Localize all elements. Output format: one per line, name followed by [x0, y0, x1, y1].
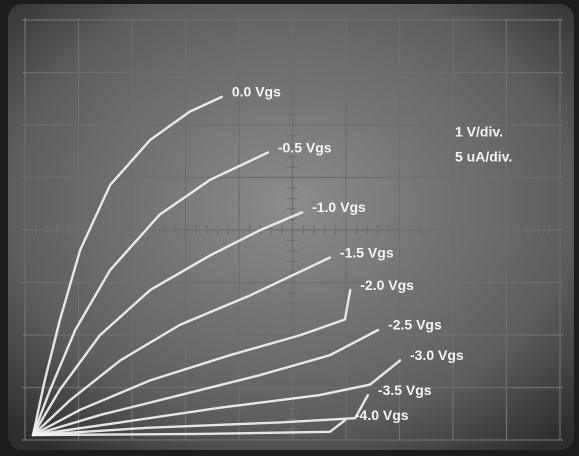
- trace-label: 0.0 Vgs: [232, 84, 281, 100]
- trace-label: -0.5 Vgs: [278, 139, 332, 155]
- annotation: 1 V/div.: [455, 124, 503, 140]
- chart: 1 V/div. 5 uA/div. 0.0 Vgs -0.5 Vgs -1.0 V…: [0, 0, 579, 456]
- trace-label: -2.0 Vgs: [360, 277, 414, 293]
- trace-label: -2.5 Vgs: [388, 317, 442, 333]
- page: 1 V/div. 5 uA/div. 0.0 Vgs -0.5 Vgs -1.0 V…: [0, 0, 579, 456]
- trace-label: -4.0 Vgs: [355, 407, 409, 423]
- trace-label: -3.0 Vgs: [410, 347, 464, 363]
- annotation: 5 uA/div.: [455, 149, 512, 165]
- trace-label: -3.5 Vgs: [378, 382, 432, 398]
- trace-label: -1.0 Vgs: [312, 199, 366, 215]
- trace-label: -1.5 Vgs: [340, 244, 394, 260]
